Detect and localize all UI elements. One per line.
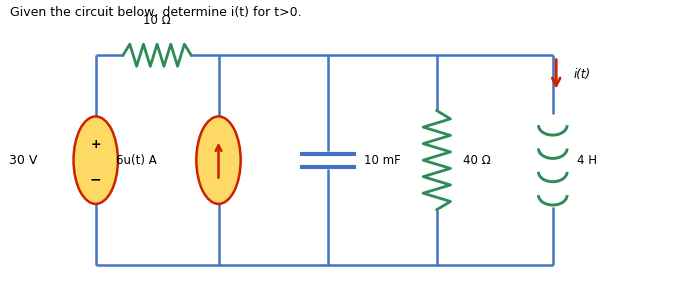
Text: 10 mF: 10 mF xyxy=(364,154,401,167)
Text: i(t): i(t) xyxy=(573,68,590,81)
Text: 6u(t) A: 6u(t) A xyxy=(116,154,157,167)
Text: 10 Ω: 10 Ω xyxy=(143,14,171,27)
Text: 40 Ω: 40 Ω xyxy=(463,154,491,167)
Ellipse shape xyxy=(73,116,118,204)
Text: +: + xyxy=(91,138,101,151)
Text: −: − xyxy=(90,172,102,186)
Text: 4 H: 4 H xyxy=(576,154,597,167)
Ellipse shape xyxy=(197,116,241,204)
Text: Given the circuit below, determine i(t) for t>0.: Given the circuit below, determine i(t) … xyxy=(10,6,302,19)
Text: 30 V: 30 V xyxy=(10,154,38,167)
